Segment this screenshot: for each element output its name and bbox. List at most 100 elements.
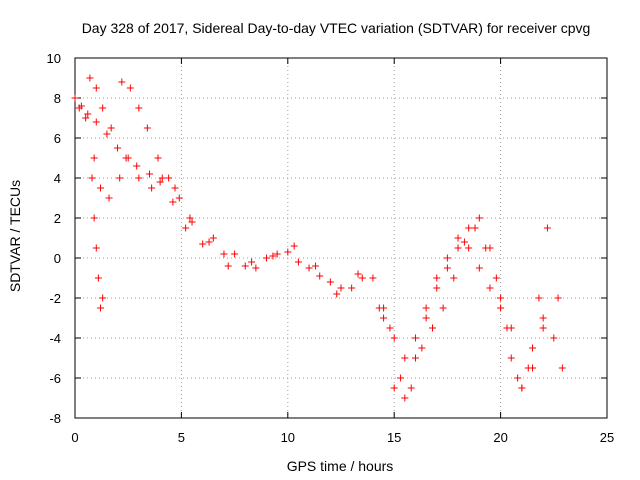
- data-point: [397, 374, 405, 382]
- data-point: [269, 252, 277, 260]
- data-point: [465, 224, 473, 232]
- y-tick-label: 6: [54, 131, 61, 146]
- data-point: [148, 184, 156, 192]
- y-tick-label: 2: [54, 211, 61, 226]
- data-point: [514, 374, 522, 382]
- data-point: [107, 124, 115, 132]
- axes: 0 5 10 15 20 25 -8 -6 -4 -2 0 2 4 6 8 10: [47, 51, 615, 445]
- data-point: [507, 354, 515, 362]
- data-point: [497, 304, 505, 312]
- data-point: [443, 264, 451, 272]
- x-tick-label: 5: [178, 430, 185, 445]
- data-point: [354, 270, 362, 278]
- data-point: [126, 84, 134, 92]
- data-point: [333, 290, 341, 298]
- data-point: [220, 250, 228, 258]
- data-point: [554, 294, 562, 302]
- data-point: [252, 264, 260, 272]
- data-point: [475, 264, 483, 272]
- y-tick-label: 8: [54, 91, 61, 106]
- data-point: [290, 242, 298, 250]
- data-point: [154, 154, 162, 162]
- data-point: [209, 234, 217, 242]
- data-point: [88, 174, 96, 182]
- data-point: [169, 198, 177, 206]
- data-point: [411, 354, 419, 362]
- x-tick-label: 15: [387, 430, 401, 445]
- data-point: [401, 354, 409, 362]
- data-point: [175, 194, 183, 202]
- data-point: [475, 214, 483, 222]
- data-point: [539, 324, 547, 332]
- data-point: [482, 244, 490, 252]
- data-point: [94, 274, 102, 282]
- data-point: [390, 334, 398, 342]
- x-tick-label: 20: [493, 430, 507, 445]
- data-point: [471, 224, 479, 232]
- data-point: [103, 130, 111, 138]
- data-point: [186, 214, 194, 222]
- data-point: [454, 234, 462, 242]
- data-point: [99, 104, 107, 112]
- data-point: [375, 304, 383, 312]
- data-point: [539, 314, 547, 322]
- data-point: [422, 314, 430, 322]
- chart-title: Day 328 of 2017, Sidereal Day-to-day VTE…: [82, 20, 591, 36]
- data-point: [97, 184, 105, 192]
- data-point: [465, 244, 473, 252]
- data-points: [71, 74, 566, 402]
- data-point: [401, 394, 409, 402]
- data-point: [348, 284, 356, 292]
- data-point: [294, 258, 302, 266]
- y-tick-label: -4: [49, 331, 61, 346]
- data-point: [450, 274, 458, 282]
- data-point: [497, 294, 505, 302]
- data-point: [105, 194, 113, 202]
- data-point: [386, 324, 394, 332]
- y-tick-label: -2: [49, 291, 61, 306]
- data-point: [182, 224, 190, 232]
- data-point: [305, 264, 313, 272]
- data-point: [97, 304, 105, 312]
- data-point: [86, 74, 94, 82]
- data-point: [188, 218, 196, 226]
- data-point: [263, 254, 271, 262]
- data-point: [550, 334, 558, 342]
- x-tick-label: 0: [71, 430, 78, 445]
- series-track-c: [75, 104, 562, 392]
- x-tick-label: 25: [600, 430, 614, 445]
- data-point: [316, 272, 324, 280]
- y-tick-label: 10: [47, 51, 61, 66]
- data-point: [133, 162, 141, 170]
- data-point: [75, 104, 83, 112]
- y-tick-label: 4: [54, 171, 61, 186]
- x-axis-label: GPS time / hours: [287, 458, 394, 474]
- data-point: [524, 364, 532, 372]
- series-track-b: [86, 74, 566, 392]
- data-point: [418, 344, 426, 352]
- data-point: [199, 240, 207, 248]
- data-point: [518, 384, 526, 392]
- data-point: [433, 284, 441, 292]
- data-point: [411, 334, 419, 342]
- data-point: [114, 144, 122, 152]
- data-point: [205, 238, 213, 246]
- data-point: [71, 94, 79, 102]
- data-point: [407, 384, 415, 392]
- data-point: [156, 178, 164, 186]
- data-point: [116, 174, 124, 182]
- data-point: [92, 118, 100, 126]
- data-point: [248, 258, 256, 266]
- plot-frame: [74, 57, 608, 419]
- y-tick-label: -6: [49, 371, 61, 386]
- data-point: [145, 170, 153, 178]
- x-tick-label: 10: [281, 430, 295, 445]
- data-point: [535, 294, 543, 302]
- data-point: [90, 154, 98, 162]
- data-point: [380, 314, 388, 322]
- data-point: [171, 184, 179, 192]
- data-point: [460, 238, 468, 246]
- data-point: [390, 384, 398, 392]
- data-point: [284, 248, 292, 256]
- data-point: [454, 244, 462, 252]
